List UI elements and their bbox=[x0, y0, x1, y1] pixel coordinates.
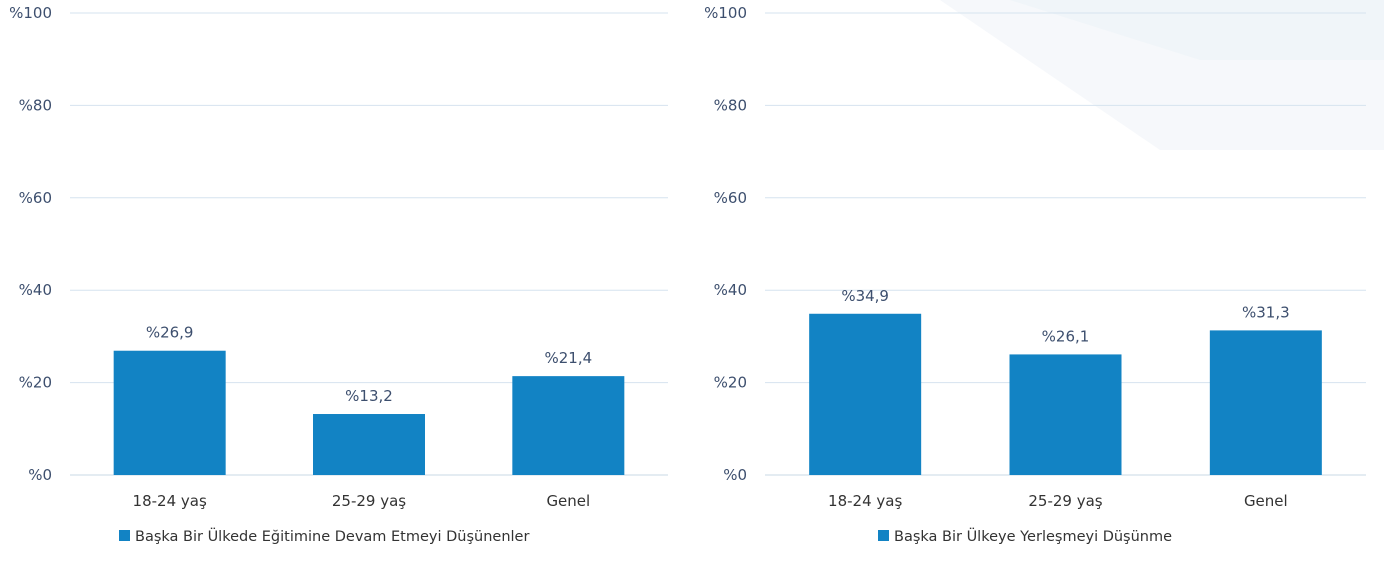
y-tick-label: %80 bbox=[19, 96, 52, 114]
legend: Başka Bir Ülkede Eğitimine Devam Etmeyi … bbox=[119, 527, 529, 545]
bar-value-label: %31,3 bbox=[1242, 303, 1290, 321]
y-tick-label: %100 bbox=[9, 4, 52, 22]
x-category-label: 18-24 yaş bbox=[133, 492, 207, 510]
bar-value-label: %34,9 bbox=[841, 287, 889, 305]
legend-swatch bbox=[119, 530, 130, 541]
bar-value-label: %26,1 bbox=[1042, 327, 1090, 345]
y-tick-label: %60 bbox=[714, 189, 747, 207]
bar bbox=[1009, 354, 1122, 475]
y-tick-label: %40 bbox=[714, 281, 747, 299]
legend-label: Başka Bir Ülkeye Yerleşmeyi Düşünme bbox=[894, 527, 1172, 545]
legend: Başka Bir Ülkeye Yerleşmeyi Düşünme bbox=[878, 527, 1172, 545]
y-tick-label: %0 bbox=[28, 466, 52, 484]
background-watermark bbox=[940, 0, 1384, 150]
y-tick-label: %60 bbox=[19, 189, 52, 207]
y-tick-label: %0 bbox=[723, 466, 747, 484]
x-category-label: 18-24 yaş bbox=[828, 492, 902, 510]
bar bbox=[512, 376, 625, 475]
bar-value-label: %21,4 bbox=[545, 349, 593, 367]
y-tick-label: %20 bbox=[19, 374, 52, 392]
bar bbox=[313, 414, 425, 475]
x-category-label: Genel bbox=[1244, 492, 1288, 510]
bar bbox=[809, 313, 922, 475]
bar-value-label: %13,2 bbox=[345, 387, 393, 405]
y-tick-label: %20 bbox=[714, 374, 747, 392]
bar bbox=[1209, 330, 1322, 475]
chart-right-settle-abroad: %0 %20 %40 %60 %80 %100 %34,9 18-24 yaş %26,1 25-… bbox=[704, 4, 1366, 545]
bar-value-label: %26,9 bbox=[146, 324, 194, 342]
y-tick-label: %40 bbox=[19, 281, 52, 299]
x-category-label: 25-29 yaş bbox=[332, 492, 406, 510]
chart-left-education-abroad: %0 %20 %40 %60 %80 %100 %26,9 18-24 yaş %13,2 25-… bbox=[9, 4, 668, 545]
bar bbox=[113, 350, 226, 475]
x-category-label: Genel bbox=[546, 492, 590, 510]
y-tick-label: %80 bbox=[714, 96, 747, 114]
legend-swatch bbox=[878, 530, 889, 541]
legend-label: Başka Bir Ülkede Eğitimine Devam Etmeyi … bbox=[135, 527, 529, 545]
y-tick-label: %100 bbox=[704, 4, 747, 22]
x-category-label: 25-29 yaş bbox=[1028, 492, 1102, 510]
